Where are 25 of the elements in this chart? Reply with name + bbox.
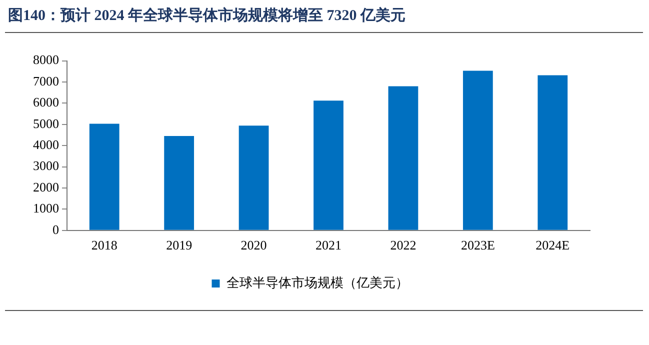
x-tick-label: 2023E [460, 238, 495, 253]
y-tick-label: 2000 [33, 179, 59, 194]
bar [388, 86, 418, 230]
bar [314, 100, 344, 230]
x-tick-label: 2024E [536, 238, 570, 253]
x-tick-label: 2022 [390, 238, 416, 253]
y-tick-label: 0 [52, 222, 59, 237]
y-tick-label: 8000 [33, 52, 59, 68]
y-tick-label: 5000 [33, 116, 59, 131]
legend-label: 全球半导体市场规模（亿美元） [226, 274, 408, 291]
chart-title: 图140：预计 2024 年全球半导体市场规模将增至 7320 亿美元 [8, 6, 406, 25]
y-tick-label: 6000 [33, 94, 59, 110]
x-tick-label: 2018 [91, 238, 118, 253]
y-tick-label: 4000 [33, 137, 59, 152]
bar [89, 124, 120, 230]
y-tick-label: 7000 [33, 73, 59, 88]
bar [538, 75, 568, 230]
bar [462, 70, 493, 230]
x-tick-label: 2021 [316, 238, 342, 253]
bar [238, 126, 269, 230]
x-tick-label: 2020 [240, 238, 267, 253]
y-tick-label: 3000 [33, 158, 59, 174]
bar [164, 136, 194, 230]
x-tick-label: 2019 [166, 238, 192, 253]
y-tick-label: 1000 [33, 200, 59, 216]
